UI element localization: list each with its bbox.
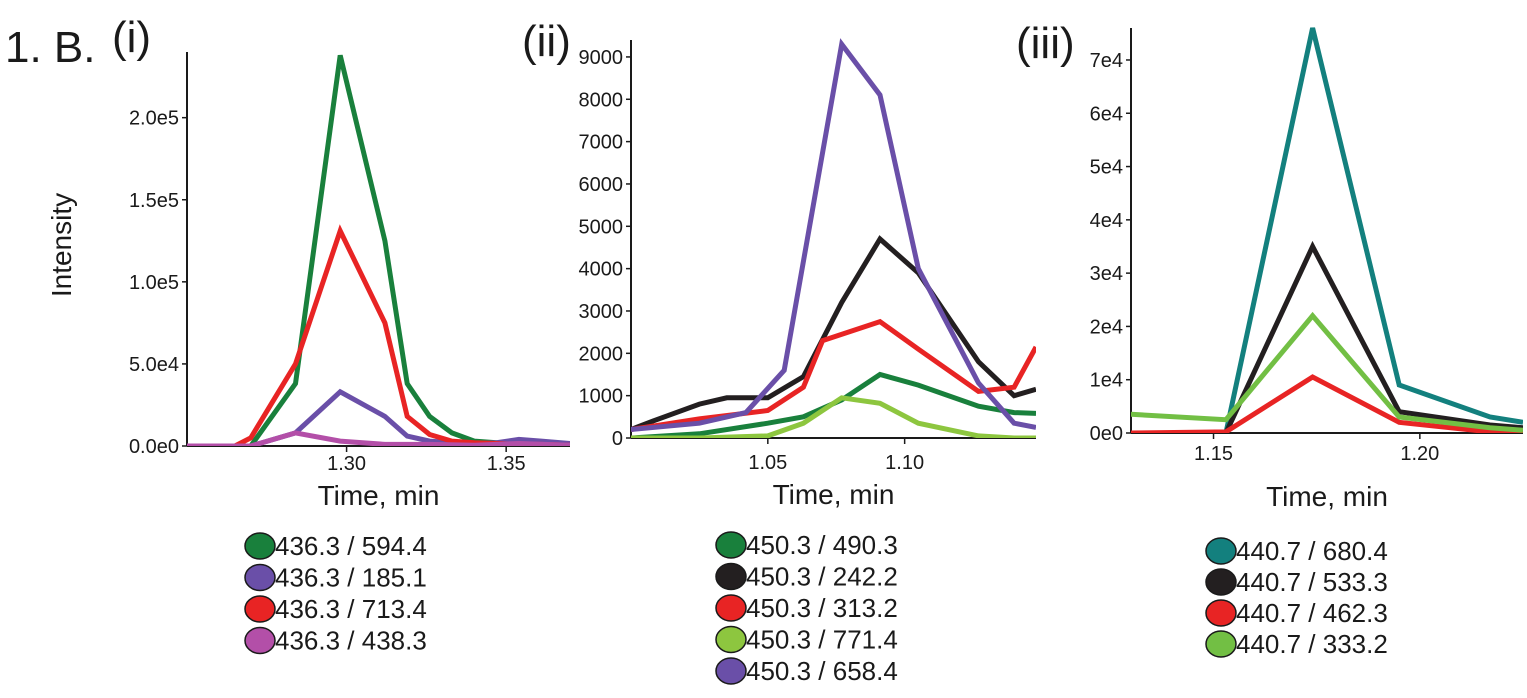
panel-label: (iii) — [1016, 19, 1075, 68]
legend-label: 436.3 / 438.3 — [275, 626, 427, 656]
y-tick-label: 0.0e0 — [129, 436, 179, 458]
legend-swatch — [715, 625, 747, 654]
legend-label: 450.3 / 490.3 — [746, 530, 898, 560]
legend-label: 436.3 / 185.1 — [275, 563, 427, 593]
figure-label: 1. B. — [5, 23, 96, 72]
series-group — [1131, 27, 1523, 433]
series-line — [187, 388, 570, 446]
legend-label: 450.3 / 771.4 — [746, 625, 898, 655]
legend-label: 440.7 / 462.3 — [1236, 598, 1388, 628]
y-tick-label: 6e4 — [1090, 103, 1123, 125]
y-tick-label: 2e4 — [1090, 316, 1123, 338]
series-group — [631, 38, 1036, 438]
legend-swatch — [1205, 599, 1237, 627]
legend-label: 440.7 / 533.3 — [1236, 567, 1388, 597]
x-axis-title: Time, min — [1266, 481, 1388, 512]
y-tick-label: 2.0e5 — [129, 108, 179, 130]
y-tick-label: 5e4 — [1090, 157, 1123, 179]
legend-swatch — [244, 626, 276, 655]
legend-label: 440.7 / 680.4 — [1236, 536, 1388, 566]
y-tick-label: 0 — [612, 428, 623, 450]
y-tick-label: 4e4 — [1090, 210, 1123, 232]
series-group — [187, 54, 570, 446]
x-tick-label: 1.35 — [487, 453, 526, 475]
y-tick-label: 3000 — [579, 301, 624, 323]
y-tick-label: 5000 — [579, 216, 624, 238]
series-line — [631, 395, 1036, 438]
y-tick-label: 1.0e5 — [129, 272, 179, 294]
series-line — [631, 371, 1036, 438]
x-axis-title: Time, min — [773, 479, 895, 510]
legend-swatch — [715, 531, 747, 559]
x-tick-label: 1.15 — [1194, 443, 1233, 465]
series-line — [1131, 311, 1523, 433]
panel-label: (i) — [112, 13, 151, 62]
series-line — [187, 54, 570, 446]
y-tick-label: 5.0e4 — [129, 354, 179, 376]
y-tick-label: 3e4 — [1090, 263, 1123, 285]
y-tick-label: 4000 — [579, 259, 624, 281]
x-tick-label: 1.30 — [327, 453, 366, 475]
legend-label: 450.3 / 658.4 — [746, 656, 898, 686]
legend-swatch — [1205, 630, 1237, 658]
y-tick-label: 1e4 — [1090, 370, 1123, 392]
series-line — [631, 38, 1036, 432]
y-tick-label: 0e0 — [1090, 423, 1123, 445]
chart-panel-i: (i) 0.0e0 5.0e4 1.0e5 1.5e5 2.0e5 1.30 1.35 Time… — [112, 13, 570, 656]
y-tick-label: 9000 — [579, 47, 624, 69]
y-axis-title: Intensity — [46, 193, 77, 297]
legend-label: 436.3 / 713.4 — [275, 594, 427, 624]
panel-label: (ii) — [522, 17, 571, 66]
y-tick-label: 8000 — [579, 89, 624, 111]
series-line — [1131, 240, 1523, 433]
legend-swatch — [244, 595, 276, 623]
series-line — [1131, 374, 1523, 433]
chart-panel-ii: (ii) 0 1000 2000 3000 4000 5000 6000 7000 8000 900… — [522, 17, 1036, 686]
chart-panel-iii: (iii) 0e0 1e4 2e4 3e4 4e4 5e4 6e4 7e4 1.15 1.20 Tim… — [1016, 19, 1523, 659]
legend-label: 440.7 / 333.2 — [1236, 629, 1388, 659]
legend-swatch — [715, 594, 747, 622]
legend-swatch — [715, 657, 747, 685]
y-tick-label: 7000 — [579, 132, 624, 154]
x-tick-label: 1.10 — [885, 452, 924, 474]
legend-swatch — [244, 563, 276, 592]
legend-label: 450.3 / 242.2 — [746, 562, 898, 592]
series-line — [187, 430, 570, 446]
legend-swatch — [244, 532, 276, 560]
legend-swatch — [1205, 568, 1237, 596]
legend-label: 450.3 / 313.2 — [746, 593, 898, 623]
legend-swatch — [715, 562, 747, 591]
y-tick-label: 1.5e5 — [129, 190, 179, 212]
x-tick-label: 1.20 — [1400, 443, 1439, 465]
y-tick-label: 2000 — [579, 343, 624, 365]
legend-swatch — [1205, 537, 1237, 565]
y-tick-label: 1000 — [579, 386, 624, 408]
y-tick-label: 7e4 — [1090, 50, 1123, 72]
x-axis-title: Time, min — [318, 480, 440, 511]
y-tick-label: 6000 — [579, 174, 624, 196]
series-line — [1131, 27, 1523, 433]
legend-label: 436.3 / 594.4 — [275, 531, 427, 561]
x-tick-label: 1.05 — [748, 452, 787, 474]
